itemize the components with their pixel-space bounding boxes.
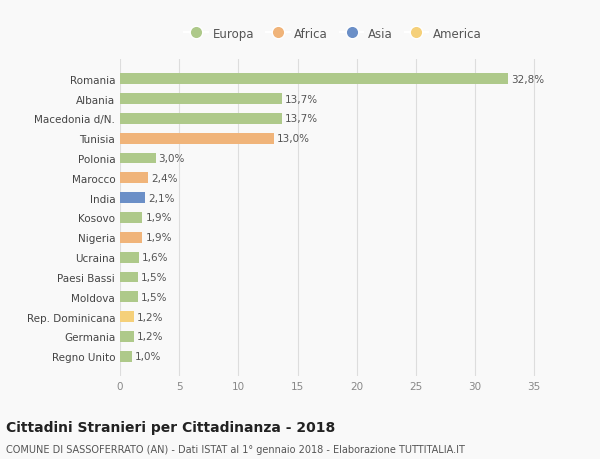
Text: 2,1%: 2,1% xyxy=(148,193,175,203)
Text: 1,9%: 1,9% xyxy=(145,233,172,243)
Bar xyxy=(120,351,132,362)
Text: Cittadini Stranieri per Cittadinanza - 2018: Cittadini Stranieri per Cittadinanza - 2… xyxy=(6,420,335,434)
Text: 1,2%: 1,2% xyxy=(137,312,164,322)
Bar xyxy=(120,292,138,302)
Bar xyxy=(120,114,282,124)
Text: 32,8%: 32,8% xyxy=(511,74,544,84)
Text: 1,0%: 1,0% xyxy=(135,352,161,362)
Text: 13,7%: 13,7% xyxy=(285,94,318,104)
Text: 13,0%: 13,0% xyxy=(277,134,310,144)
Text: 1,2%: 1,2% xyxy=(137,332,164,342)
Text: 1,5%: 1,5% xyxy=(141,272,167,282)
Bar xyxy=(120,134,274,144)
Text: 1,6%: 1,6% xyxy=(142,252,169,263)
Bar xyxy=(120,94,282,105)
Bar xyxy=(120,173,148,184)
Bar xyxy=(120,213,142,224)
Bar xyxy=(120,232,142,243)
Bar xyxy=(120,252,139,263)
Legend: Europa, Africa, Asia, America: Europa, Africa, Asia, America xyxy=(184,28,482,40)
Bar xyxy=(120,272,138,283)
Bar xyxy=(120,193,145,204)
Text: 1,9%: 1,9% xyxy=(145,213,172,223)
Bar xyxy=(120,153,155,164)
Text: COMUNE DI SASSOFERRATO (AN) - Dati ISTAT al 1° gennaio 2018 - Elaborazione TUTTI: COMUNE DI SASSOFERRATO (AN) - Dati ISTAT… xyxy=(6,444,465,454)
Bar xyxy=(120,312,134,322)
Text: 1,5%: 1,5% xyxy=(141,292,167,302)
Text: 2,4%: 2,4% xyxy=(151,174,178,184)
Text: 13,7%: 13,7% xyxy=(285,114,318,124)
Text: 3,0%: 3,0% xyxy=(158,154,185,164)
Bar xyxy=(120,74,508,85)
Bar xyxy=(120,331,134,342)
